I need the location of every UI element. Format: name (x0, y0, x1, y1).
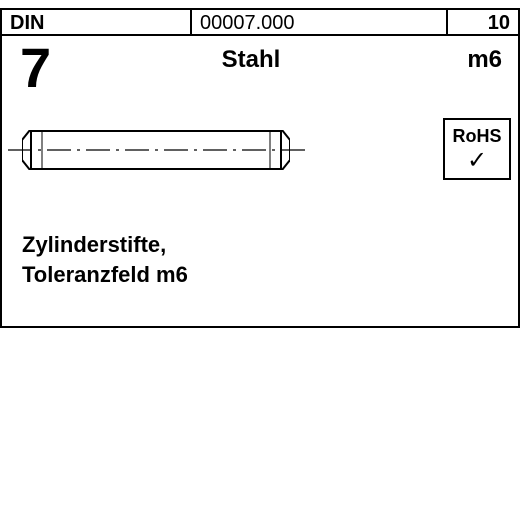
rohs-check-icon: ✓ (445, 149, 509, 173)
tolerance-label: m6 (412, 36, 518, 106)
rohs-box: RoHS ✓ (443, 118, 511, 180)
material-label: Stahl (90, 36, 412, 106)
header-right-cell: 10 (448, 10, 518, 34)
din-label: DIN (10, 12, 44, 34)
standard-number: 7 (2, 36, 90, 106)
article-number: 00007.000 (200, 12, 295, 34)
frame-bottom (0, 326, 520, 328)
header-row: DIN 00007.000 10 (0, 8, 520, 36)
header-article-cell: 00007.000 (192, 10, 448, 34)
product-line2: Toleranzfeld m6 (22, 260, 188, 290)
rohs-label: RoHS (445, 126, 509, 147)
row2: 7 Stahl m6 (0, 36, 520, 106)
product-line1: Zylinderstifte, (22, 230, 188, 260)
product-text: Zylinderstifte, Toleranzfeld m6 (22, 230, 188, 290)
right-code: 10 (488, 12, 510, 34)
centerline (8, 149, 308, 151)
header-din-cell: DIN (2, 10, 192, 34)
